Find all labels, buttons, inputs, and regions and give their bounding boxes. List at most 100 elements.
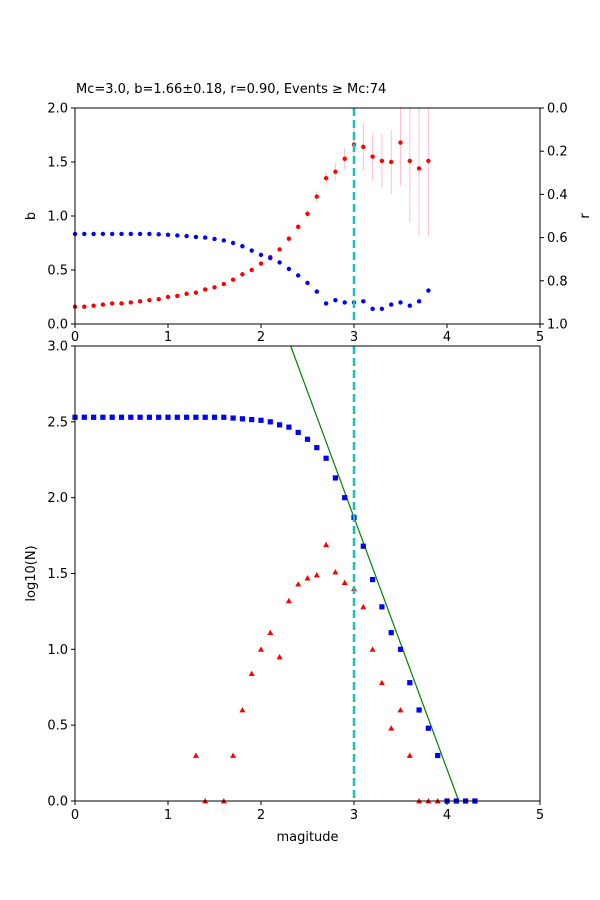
r-value-point xyxy=(203,235,208,240)
b-value-point xyxy=(203,287,208,292)
top-right-axis-label: r xyxy=(578,213,593,219)
r-value-point xyxy=(175,233,180,238)
incremental-count-point xyxy=(369,646,376,652)
top-y-tick-label: 0.5 xyxy=(47,264,68,279)
r-value-point xyxy=(100,231,106,237)
b-value-point xyxy=(119,301,124,306)
top-y-tick-label: 1.0 xyxy=(47,210,68,225)
r-value-point xyxy=(314,289,319,294)
b-value-point xyxy=(398,140,403,145)
top-right-tick-label: 0.2 xyxy=(547,145,568,160)
b-value-point xyxy=(175,293,180,299)
r-value-point xyxy=(370,306,375,312)
top-right-tick-label: 0.4 xyxy=(547,188,568,203)
bottom-x-axis: 0 1 2 3 4 5 xyxy=(71,801,544,823)
r-value-point xyxy=(128,231,133,237)
r-value-point xyxy=(333,298,338,303)
incremental-count-point xyxy=(332,568,339,575)
r-value-point xyxy=(147,231,152,237)
bottom-y-tick-label: 0.5 xyxy=(47,719,68,734)
cumulative-count-point xyxy=(118,414,125,420)
cumulative-count-point xyxy=(397,646,404,652)
b-value-point xyxy=(193,290,199,295)
cumulative-count-point xyxy=(156,414,162,420)
r-value-point xyxy=(416,299,422,304)
r-value-point xyxy=(184,233,189,239)
b-value-point xyxy=(184,291,189,296)
b-value-point xyxy=(370,154,375,159)
b-value-point xyxy=(407,158,412,164)
cumulative-count-point xyxy=(258,417,264,423)
cumulative-count-point xyxy=(342,495,348,501)
bottom-y-tick-label: 2.5 xyxy=(47,415,68,430)
r-value-point xyxy=(110,231,115,237)
r-value-point xyxy=(165,232,171,237)
top-right-tick-label: 0.8 xyxy=(547,274,568,289)
bottom-x-tick-label: 0 xyxy=(71,808,79,823)
cumulative-count-point xyxy=(128,414,134,420)
cumulative-count-point xyxy=(407,680,413,686)
cumulative-count-point xyxy=(370,576,376,583)
incremental-count-point xyxy=(406,752,413,758)
cumulative-count-point xyxy=(267,419,273,425)
top-x-tick-label: 2 xyxy=(257,330,265,345)
r-value-point xyxy=(389,302,394,307)
b-value-point xyxy=(314,194,319,199)
r-value-point xyxy=(240,244,245,249)
gr-fit-line xyxy=(290,345,460,802)
r-value-point xyxy=(323,301,329,306)
incremental-count-point xyxy=(313,572,320,578)
b-value-point xyxy=(137,299,143,304)
b-value-point xyxy=(82,304,87,309)
b-value-point xyxy=(240,272,245,277)
top-panel: Mc=3.0, b=1.66±0.18, r=0.90, Events ≥ Mc… xyxy=(24,82,593,345)
cumulative-count-point xyxy=(277,422,283,428)
cumulative-count-point xyxy=(81,414,87,420)
bottom-x-tick-label: 1 xyxy=(164,808,172,823)
b-value-point xyxy=(230,277,236,282)
incremental-count-point xyxy=(239,707,246,713)
r-value-point xyxy=(137,231,143,237)
cumulative-count-point xyxy=(304,436,311,442)
cumulative-count-point xyxy=(295,429,301,436)
r-value-point xyxy=(221,238,226,243)
cumulative-count-point xyxy=(435,752,441,759)
b-value-point xyxy=(426,158,431,164)
top-plot-area xyxy=(72,108,431,324)
bottom-y-tick-label: 1.5 xyxy=(47,567,68,582)
r-value-point xyxy=(91,231,96,237)
b-value-point xyxy=(156,296,161,302)
top-x-tick-label: 3 xyxy=(350,330,358,345)
top-y-tick-label: 2.0 xyxy=(47,102,68,117)
b-value-point xyxy=(277,247,282,252)
cumulative-count-point xyxy=(165,414,171,420)
bottom-y-axis: 0.0 0.5 1.0 1.5 2.0 2.5 3.0 xyxy=(47,340,75,810)
r-value-point xyxy=(119,231,124,237)
r-value-point xyxy=(361,299,366,304)
incremental-count-point xyxy=(285,597,292,604)
bottom-y-tick-label: 1.0 xyxy=(47,643,68,658)
b-value-point xyxy=(342,156,347,161)
cumulative-count-point xyxy=(211,414,218,420)
cumulative-count-point xyxy=(416,707,422,713)
cumulative-count-point xyxy=(137,414,143,420)
r-value-point xyxy=(156,232,161,237)
incremental-count-point xyxy=(248,670,255,676)
incremental-count-point xyxy=(388,725,395,731)
b-value-point xyxy=(333,169,338,174)
cumulative-count-point xyxy=(249,416,255,423)
b-value-point xyxy=(91,303,96,308)
incremental-count-point xyxy=(397,707,404,713)
top-x-tick-label: 4 xyxy=(443,330,451,345)
b-value-point xyxy=(249,267,254,273)
cumulative-count-point xyxy=(332,475,338,481)
r-value-point xyxy=(305,280,310,286)
incremental-count-point xyxy=(230,752,237,758)
b-value-point xyxy=(389,159,394,165)
bottom-x-axis-label: magitude xyxy=(276,830,338,845)
top-chart-title: Mc=3.0, b=1.66±0.18, r=0.90, Events ≥ Mc… xyxy=(76,82,386,97)
b-value-point xyxy=(110,301,115,306)
cumulative-count-point xyxy=(202,414,208,420)
